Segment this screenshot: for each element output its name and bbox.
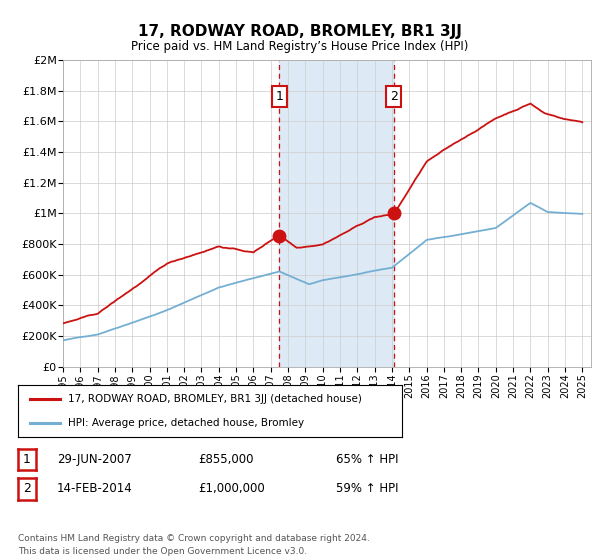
Text: 29-JUN-2007: 29-JUN-2007 bbox=[57, 453, 132, 466]
Text: £855,000: £855,000 bbox=[198, 453, 254, 466]
Text: 59% ↑ HPI: 59% ↑ HPI bbox=[336, 482, 398, 496]
Text: HPI: Average price, detached house, Bromley: HPI: Average price, detached house, Brom… bbox=[68, 418, 304, 428]
Text: £1,000,000: £1,000,000 bbox=[198, 482, 265, 496]
Text: 1: 1 bbox=[275, 90, 283, 103]
Text: Contains HM Land Registry data © Crown copyright and database right 2024.
This d: Contains HM Land Registry data © Crown c… bbox=[18, 534, 370, 556]
Text: 65% ↑ HPI: 65% ↑ HPI bbox=[336, 453, 398, 466]
Text: Price paid vs. HM Land Registry’s House Price Index (HPI): Price paid vs. HM Land Registry’s House … bbox=[131, 40, 469, 53]
Text: 2: 2 bbox=[390, 90, 398, 103]
Text: 2: 2 bbox=[23, 482, 31, 496]
Text: 1: 1 bbox=[23, 453, 31, 466]
Text: 17, RODWAY ROAD, BROMLEY, BR1 3JJ: 17, RODWAY ROAD, BROMLEY, BR1 3JJ bbox=[138, 24, 462, 39]
Text: 17, RODWAY ROAD, BROMLEY, BR1 3JJ (detached house): 17, RODWAY ROAD, BROMLEY, BR1 3JJ (detac… bbox=[68, 394, 362, 404]
Text: 14-FEB-2014: 14-FEB-2014 bbox=[57, 482, 133, 496]
Bar bbox=[280, 60, 394, 367]
